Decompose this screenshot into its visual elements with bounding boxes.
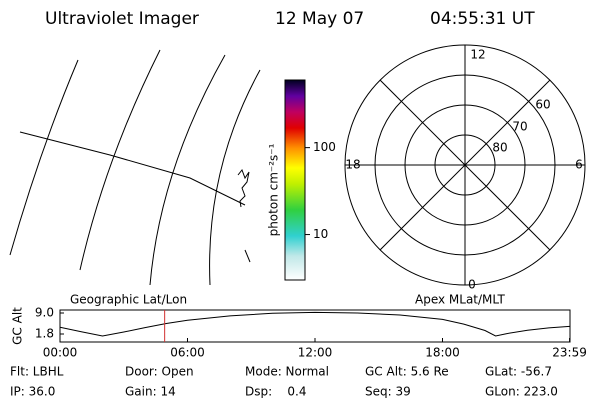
map-grid bbox=[9, 49, 261, 285]
alt-curve bbox=[59, 311, 570, 337]
alt-ylabel: GC Alt bbox=[11, 307, 25, 345]
alt-ytick-label: 1.8 bbox=[35, 327, 54, 341]
alt-xtick-label: 23:59 bbox=[552, 346, 587, 360]
footer-field: GLon: 223.0 bbox=[485, 385, 558, 399]
footer-field: Mode: Normal bbox=[245, 365, 329, 379]
alt-xtick-label: 06:00 bbox=[170, 346, 205, 360]
mlt-label: 0 bbox=[468, 278, 476, 292]
lat-label: 60 bbox=[535, 98, 550, 112]
alt-xtick-label: 00:00 bbox=[43, 346, 78, 360]
footer: Flt: LBHL Door: Open Mode: Normal GC Alt: 5… bbox=[10, 365, 558, 399]
lat-label: 80 bbox=[492, 141, 507, 155]
footer-field: Door: Open bbox=[125, 365, 194, 379]
mlt-label: 6 bbox=[575, 158, 583, 172]
alt-ytick-label: 9.0 bbox=[35, 306, 54, 320]
footer-field: Gain: 14 bbox=[125, 385, 176, 399]
footer-field: Dsp: 0.4 bbox=[245, 385, 307, 399]
alt-xtick-label: 18:00 bbox=[425, 346, 460, 360]
colorbar bbox=[284, 79, 306, 281]
footer-field: GLat: -56.7 bbox=[485, 365, 552, 379]
colorbar-label: photon cm⁻²s⁻¹ bbox=[267, 143, 281, 236]
polar-grid bbox=[344, 44, 586, 286]
date: 12 May 07 bbox=[275, 9, 364, 29]
footer-field: Flt: LBHL bbox=[10, 365, 64, 379]
lat-label: 70 bbox=[512, 120, 527, 134]
footer-field: Seq: 39 bbox=[365, 385, 411, 399]
colorbar-tick-label: 10 bbox=[313, 227, 328, 241]
footer-field: GC Alt: 5.6 Re bbox=[365, 365, 449, 379]
mlt-label: 18 bbox=[345, 158, 360, 172]
mlt-label: 12 bbox=[470, 48, 485, 62]
colorbar-tick-label: 100 bbox=[313, 140, 336, 154]
alt-frame bbox=[59, 309, 571, 343]
alt-right-label: Apex MLat/MLT bbox=[415, 293, 505, 307]
time: 04:55:31 UT bbox=[430, 9, 535, 29]
alt-xtick-label: 12:00 bbox=[298, 346, 333, 360]
instrument: Ultraviolet Imager bbox=[45, 9, 199, 29]
footer-field: IP: 36.0 bbox=[10, 385, 55, 399]
alt-left-label: Geographic Lat/Lon bbox=[70, 293, 187, 307]
